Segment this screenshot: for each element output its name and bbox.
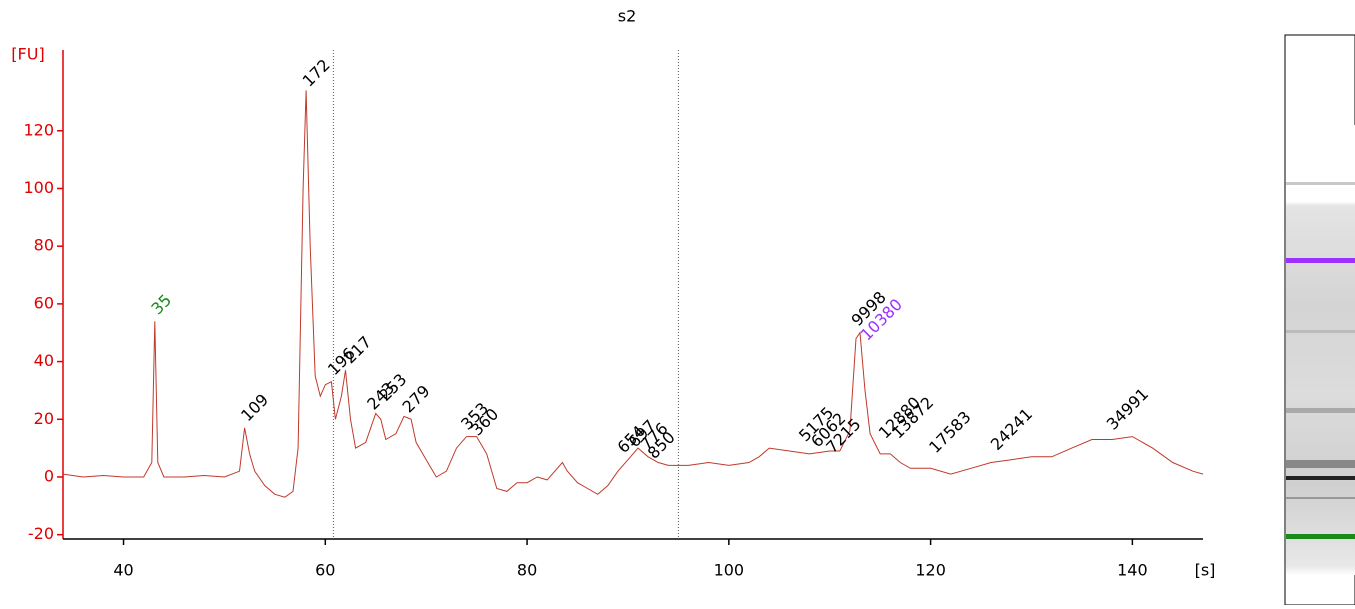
x-tick-label: 100 [714,561,745,580]
peak-label: 24241 [987,404,1036,453]
peak-label: 172 [299,55,334,90]
y-tick-label: -20 [28,524,54,543]
x-tick-label: 140 [1117,561,1148,580]
gel-lane [1284,34,1355,606]
y-tick-label: 60 [34,293,54,312]
peak-label: 35 [147,290,175,318]
x-tick-label: 80 [517,561,537,580]
y-tick-label: 120 [23,120,54,139]
x-axis-label: [s] [1195,561,1216,580]
trace-line [62,90,1204,498]
x-tick-label: 60 [315,561,335,580]
x-tick-label: 120 [915,561,946,580]
y-tick-label: 100 [23,178,54,197]
y-tick-label: 20 [34,409,54,428]
y-tick-label: 40 [34,351,54,370]
peak-label: 17583 [925,407,974,456]
peak-label: 109 [237,390,272,425]
y-tick-label: 80 [34,236,54,255]
peak-label: 34991 [1103,384,1152,433]
x-tick-label: 40 [113,561,133,580]
y-axis-label: [FU] [11,45,44,64]
y-tick-label: 0 [44,466,54,485]
chart-title: s2 [618,7,637,26]
